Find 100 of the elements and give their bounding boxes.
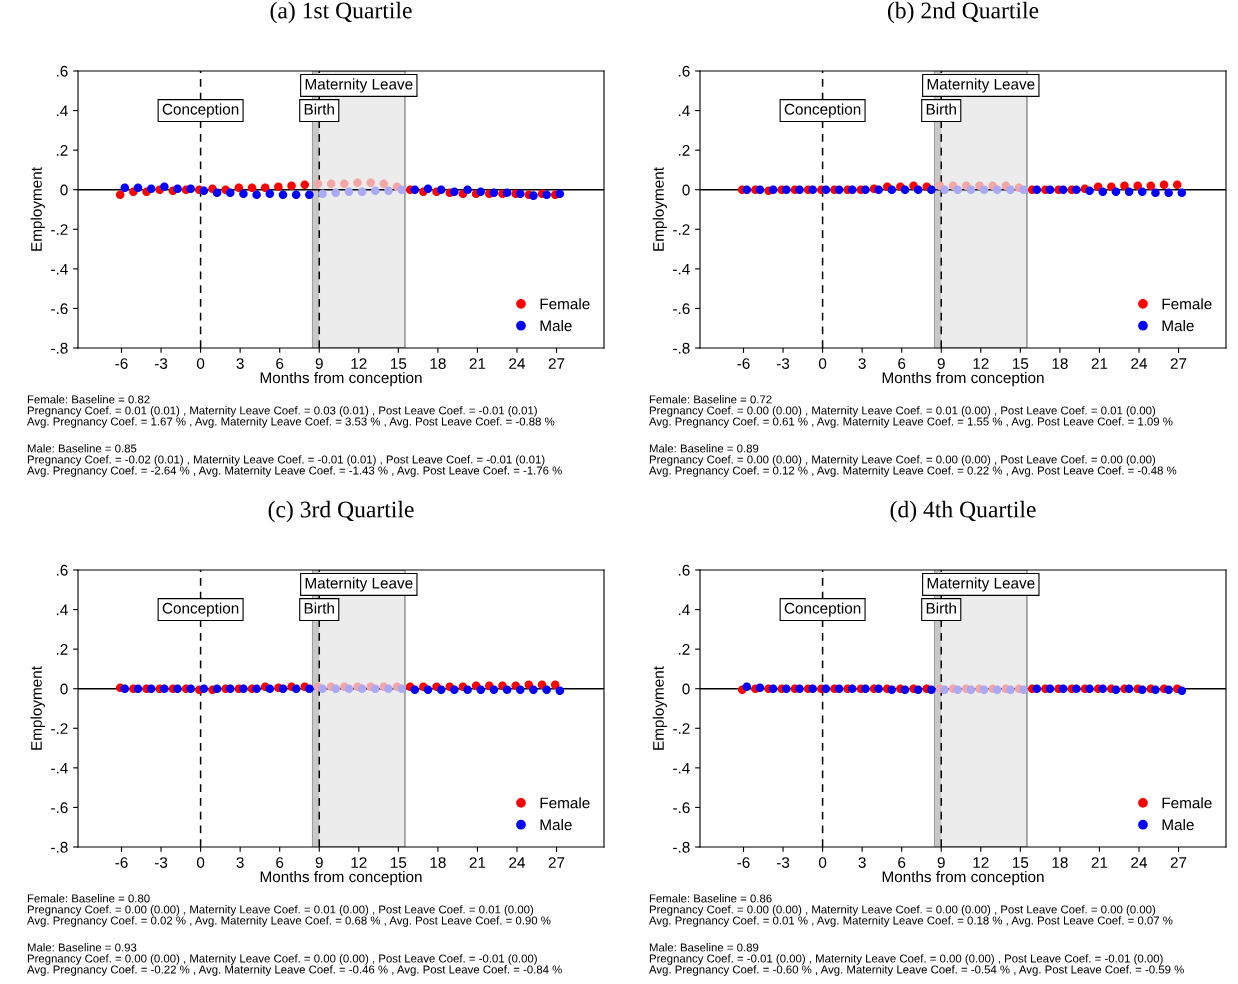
x-tick-label: 18 <box>430 857 446 868</box>
text: Male: Baseline = 0.89 Pregnancy Coef. = 0.00 (0.00) , Maternity Leave Coef. = 0.00 (0.00) , Post Leave Coef. = 0.00 (0.00) Avg. Pregnancy Coef. = 0.12 % , Avg. Maternity Leave Coef. = 0.22 % , Avg. Post Leave Coef. = -0.48 % <box>649 444 1177 477</box>
x-tick-label: 21 <box>469 857 486 868</box>
x-tick-label: -6 <box>737 857 750 868</box>
y-tick-label: -.2 <box>673 224 690 235</box>
y-tick-label: .2 <box>678 644 690 655</box>
x-tick-label: 15 <box>391 358 407 369</box>
x-tick-label: 24 <box>509 358 526 369</box>
x-tick-label: 18 <box>1052 857 1068 868</box>
ref-line-label: Conception <box>162 602 239 617</box>
x-tick-label: 27 <box>548 857 565 868</box>
y-tick-label: -.4 <box>673 762 690 774</box>
text: Male: Baseline = 0.93 Pregnancy Coef. = 0.00 (0.00) , Maternity Leave Coef. = 0.00 (0.00) , Post Leave Coef. = -0.01 (0.00) Avg. Pregnancy Coef. = -0.22 % , Avg. Maternity Leave Coef. = -0.46 % , Avg. Post Leave Coef. = -0.84 % <box>27 943 562 976</box>
ref-line-label: Birth <box>304 602 334 614</box>
x-tick-label: 15 <box>1013 857 1029 868</box>
ref-line-label: Birth <box>926 103 956 115</box>
y-tick-label: 0 <box>682 683 690 695</box>
x-tick-label: 12 <box>973 857 989 868</box>
x-tick-label: -6 <box>737 358 750 369</box>
x-tick-label: 15 <box>1013 358 1029 369</box>
x-tick-label: 21 <box>1091 358 1108 369</box>
text: Female: Baseline = 0.80 Pregnancy Coef. = 0.00 (0.00) , Maternity Leave Coef. = 0.01 (0.00) , Post Leave Coef. = 0.01 (0.00) Avg. Pregnancy Coef. = 0.02 % , Avg. Maternity Leave Coef. = 0.68 % , Avg. Post Leave Coef. = 0.90 % <box>27 894 551 927</box>
chart-title: (d) 4th Quartile <box>890 500 1036 523</box>
x-tick-label: 9 <box>937 358 945 369</box>
x-tick-label: -3 <box>776 358 790 369</box>
x-axis-title: Months from conception <box>260 371 422 387</box>
text: Male: Baseline = 0.85 Pregnancy Coef. = -0.02 (0.01) , Maternity Leave Coef. = -0.01 (0.01) , Post Leave Coef. = -0.01 (0.01) Avg. Pregnancy Coef. = -2.64 % , Avg. Maternity Leave Coef. = -1.43 % , Avg. Post Leave Coef. = -1.76 % <box>27 444 562 477</box>
x-tick-label: 12 <box>973 358 989 369</box>
y-tick-label: -.8 <box>673 841 690 853</box>
x-tick-label: 6 <box>276 857 284 868</box>
y-tick-label: .4 <box>56 105 68 117</box>
x-tick-label: 15 <box>391 857 407 868</box>
y-tick-label: -.8 <box>51 841 68 853</box>
y-tick-label: -.4 <box>673 263 690 275</box>
x-tick-label: 6 <box>276 358 284 369</box>
x-tick-label: 18 <box>430 358 446 369</box>
ref-line-label: Conception <box>162 103 239 118</box>
x-tick-label: 27 <box>1170 857 1187 868</box>
y-tick-label: .6 <box>678 564 690 576</box>
y-tick-label: 0 <box>682 184 690 196</box>
x-tick-label: -3 <box>154 857 168 868</box>
band-label: Maternity Leave <box>927 78 1035 93</box>
x-tick-label: 0 <box>196 358 205 369</box>
x-tick-label: 24 <box>1131 857 1148 868</box>
y-tick-label: .2 <box>678 145 690 156</box>
x-tick-label: -3 <box>154 358 168 369</box>
x-tick-label: 3 <box>236 857 244 868</box>
y-tick-label: .4 <box>678 105 690 117</box>
y-tick-label: -.8 <box>51 342 68 354</box>
y-tick-label: -.6 <box>51 802 68 814</box>
y-tick-label: -.4 <box>51 263 68 275</box>
x-tick-label: -3 <box>776 857 790 868</box>
y-tick-label: .6 <box>56 65 68 77</box>
x-axis-title: Months from conception <box>882 371 1044 387</box>
x-tick-label: 3 <box>858 857 866 868</box>
text: Female: Baseline = 0.72 Pregnancy Coef. = 0.00 (0.00) , Maternity Leave Coef. = 0.01 (0.00) , Post Leave Coef. = 0.01 (0.00) Avg. Pregnancy Coef. = 0.61 % , Avg. Maternity Leave Coef. = 1.55 % , Avg. Post Leave Coef. = 1.09 % <box>649 395 1173 428</box>
y-tick-label: .6 <box>678 65 690 77</box>
x-tick-label: -6 <box>115 358 128 369</box>
y-tick-label: .2 <box>56 145 68 156</box>
y-tick-label: -.4 <box>51 762 68 774</box>
y-axis-title: Employment <box>652 167 667 251</box>
y-tick-label: 0 <box>60 683 68 695</box>
ref-line-label: Conception <box>784 103 861 118</box>
x-tick-label: 12 <box>351 857 367 868</box>
x-tick-label: 9 <box>937 857 945 868</box>
x-tick-label: 3 <box>858 358 866 369</box>
y-tick-label: -.2 <box>51 723 68 734</box>
y-tick-label: -.8 <box>673 342 690 354</box>
x-tick-label: 21 <box>469 358 486 369</box>
chart-title: (c) 3rd Quartile <box>268 500 414 523</box>
chart-title: (a) 1st Quartile <box>270 1 412 24</box>
legend-label: Female <box>1162 298 1212 310</box>
ref-line-label: Conception <box>784 602 861 617</box>
chart-title: (b) 2nd Quartile <box>887 1 1039 24</box>
ref-line-label: Birth <box>304 103 334 115</box>
y-tick-label: -.6 <box>51 303 68 315</box>
y-tick-label: .2 <box>56 644 68 655</box>
x-tick-label: 12 <box>351 358 367 369</box>
legend-label: Male <box>540 320 572 332</box>
legend-label: Female <box>540 298 590 310</box>
x-tick-label: 24 <box>1131 358 1148 369</box>
x-tick-label: 6 <box>898 857 906 868</box>
text: Female: Baseline = 0.86 Pregnancy Coef. = 0.00 (0.00) , Maternity Leave Coef. = 0.00 (0.00) , Post Leave Coef. = 0.00 (0.00) Avg. Pregnancy Coef. = 0.01 % , Avg. Maternity Leave Coef. = 0.18 % , Avg. Post Leave Coef. = 0.07 % <box>649 894 1173 927</box>
y-tick-label: .6 <box>56 564 68 576</box>
y-axis-title: Employment <box>652 666 667 750</box>
x-tick-label: 24 <box>509 857 526 868</box>
legend-label: Male <box>1162 320 1194 332</box>
legend-label: Male <box>1162 819 1194 831</box>
x-tick-label: 0 <box>818 358 827 369</box>
band-label: Maternity Leave <box>305 78 413 93</box>
band-label: Maternity Leave <box>305 577 413 592</box>
x-axis-title: Months from conception <box>882 870 1044 886</box>
y-tick-label: -.2 <box>51 224 68 235</box>
x-tick-label: 9 <box>315 358 323 369</box>
x-tick-label: 9 <box>315 857 323 868</box>
legend-label: Male <box>540 819 572 831</box>
legend-label: Female <box>540 797 590 809</box>
text: Female: Baseline = 0.82 Pregnancy Coef. = 0.01 (0.01) , Maternity Leave Coef. = 0.03 (0.01) , Post Leave Coef. = -0.01 (0.01) Avg. Pregnancy Coef. = 1.67 % , Avg. Maternity Leave Coef. = 3.53 % , Avg. Post Leave Coef. = -0.88 % <box>27 395 555 428</box>
x-tick-label: -6 <box>115 857 128 868</box>
x-tick-label: 27 <box>1170 358 1187 369</box>
